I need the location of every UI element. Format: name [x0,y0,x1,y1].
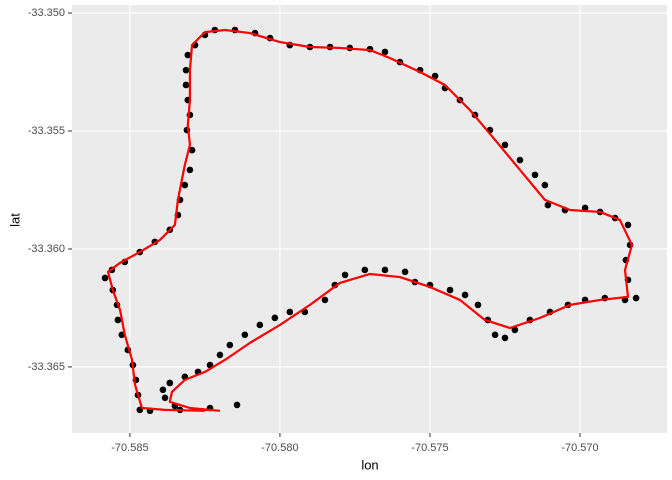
point [181,181,189,189]
point [581,204,589,212]
point [216,351,224,359]
point [159,386,167,394]
panel [72,5,667,433]
point [361,266,369,274]
point [474,301,482,309]
point [446,286,454,294]
point [184,51,192,59]
y-tick-label: -33.355 [28,125,65,137]
smooth-line [106,28,633,412]
point [632,294,640,302]
point [461,291,469,299]
x-tick-label: -70.575 [411,442,448,454]
point [401,268,409,276]
y-axis-label: lat [7,213,22,227]
x-tick-label: -70.585 [111,442,148,454]
point [233,401,241,409]
x-tick-label: -70.570 [561,442,598,454]
point [166,379,174,387]
point [491,331,499,339]
point [544,201,552,209]
point [226,341,234,349]
y-tick-label: -33.365 [28,361,65,373]
point [182,66,190,74]
point [341,271,349,279]
point [381,266,389,274]
point [182,81,190,89]
y-tick-label: -33.350 [28,7,65,19]
y-tick-label: -33.360 [28,243,65,255]
point [501,334,509,342]
point [188,146,196,154]
point [321,296,329,304]
x-tick-label: -70.580 [261,442,298,454]
point [501,141,509,149]
point [531,171,539,179]
point [511,326,519,334]
point [114,316,122,324]
point [381,48,389,56]
point [256,321,264,329]
x-axis-label: lon [361,457,378,472]
point [186,166,194,174]
point [541,181,549,189]
point [271,314,279,322]
point [431,72,439,80]
point [161,394,169,402]
point [516,156,524,164]
point [286,308,294,316]
point [624,221,632,229]
point [241,331,249,339]
point [101,274,109,282]
